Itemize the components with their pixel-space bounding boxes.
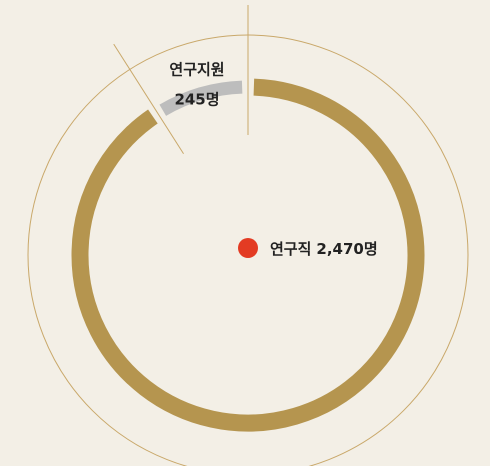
segment-label: 연구직 2,470명: [270, 240, 378, 258]
value-label: 2,470명: [316, 240, 377, 258]
donut-segment: [71, 78, 425, 432]
value-label: 245명: [174, 91, 219, 109]
legend-dot: [238, 238, 258, 258]
donut-segment: [159, 80, 243, 116]
divider-line: [113, 43, 184, 155]
category-label: 연구지원: [169, 61, 224, 79]
category-label: 연구직: [270, 240, 311, 258]
